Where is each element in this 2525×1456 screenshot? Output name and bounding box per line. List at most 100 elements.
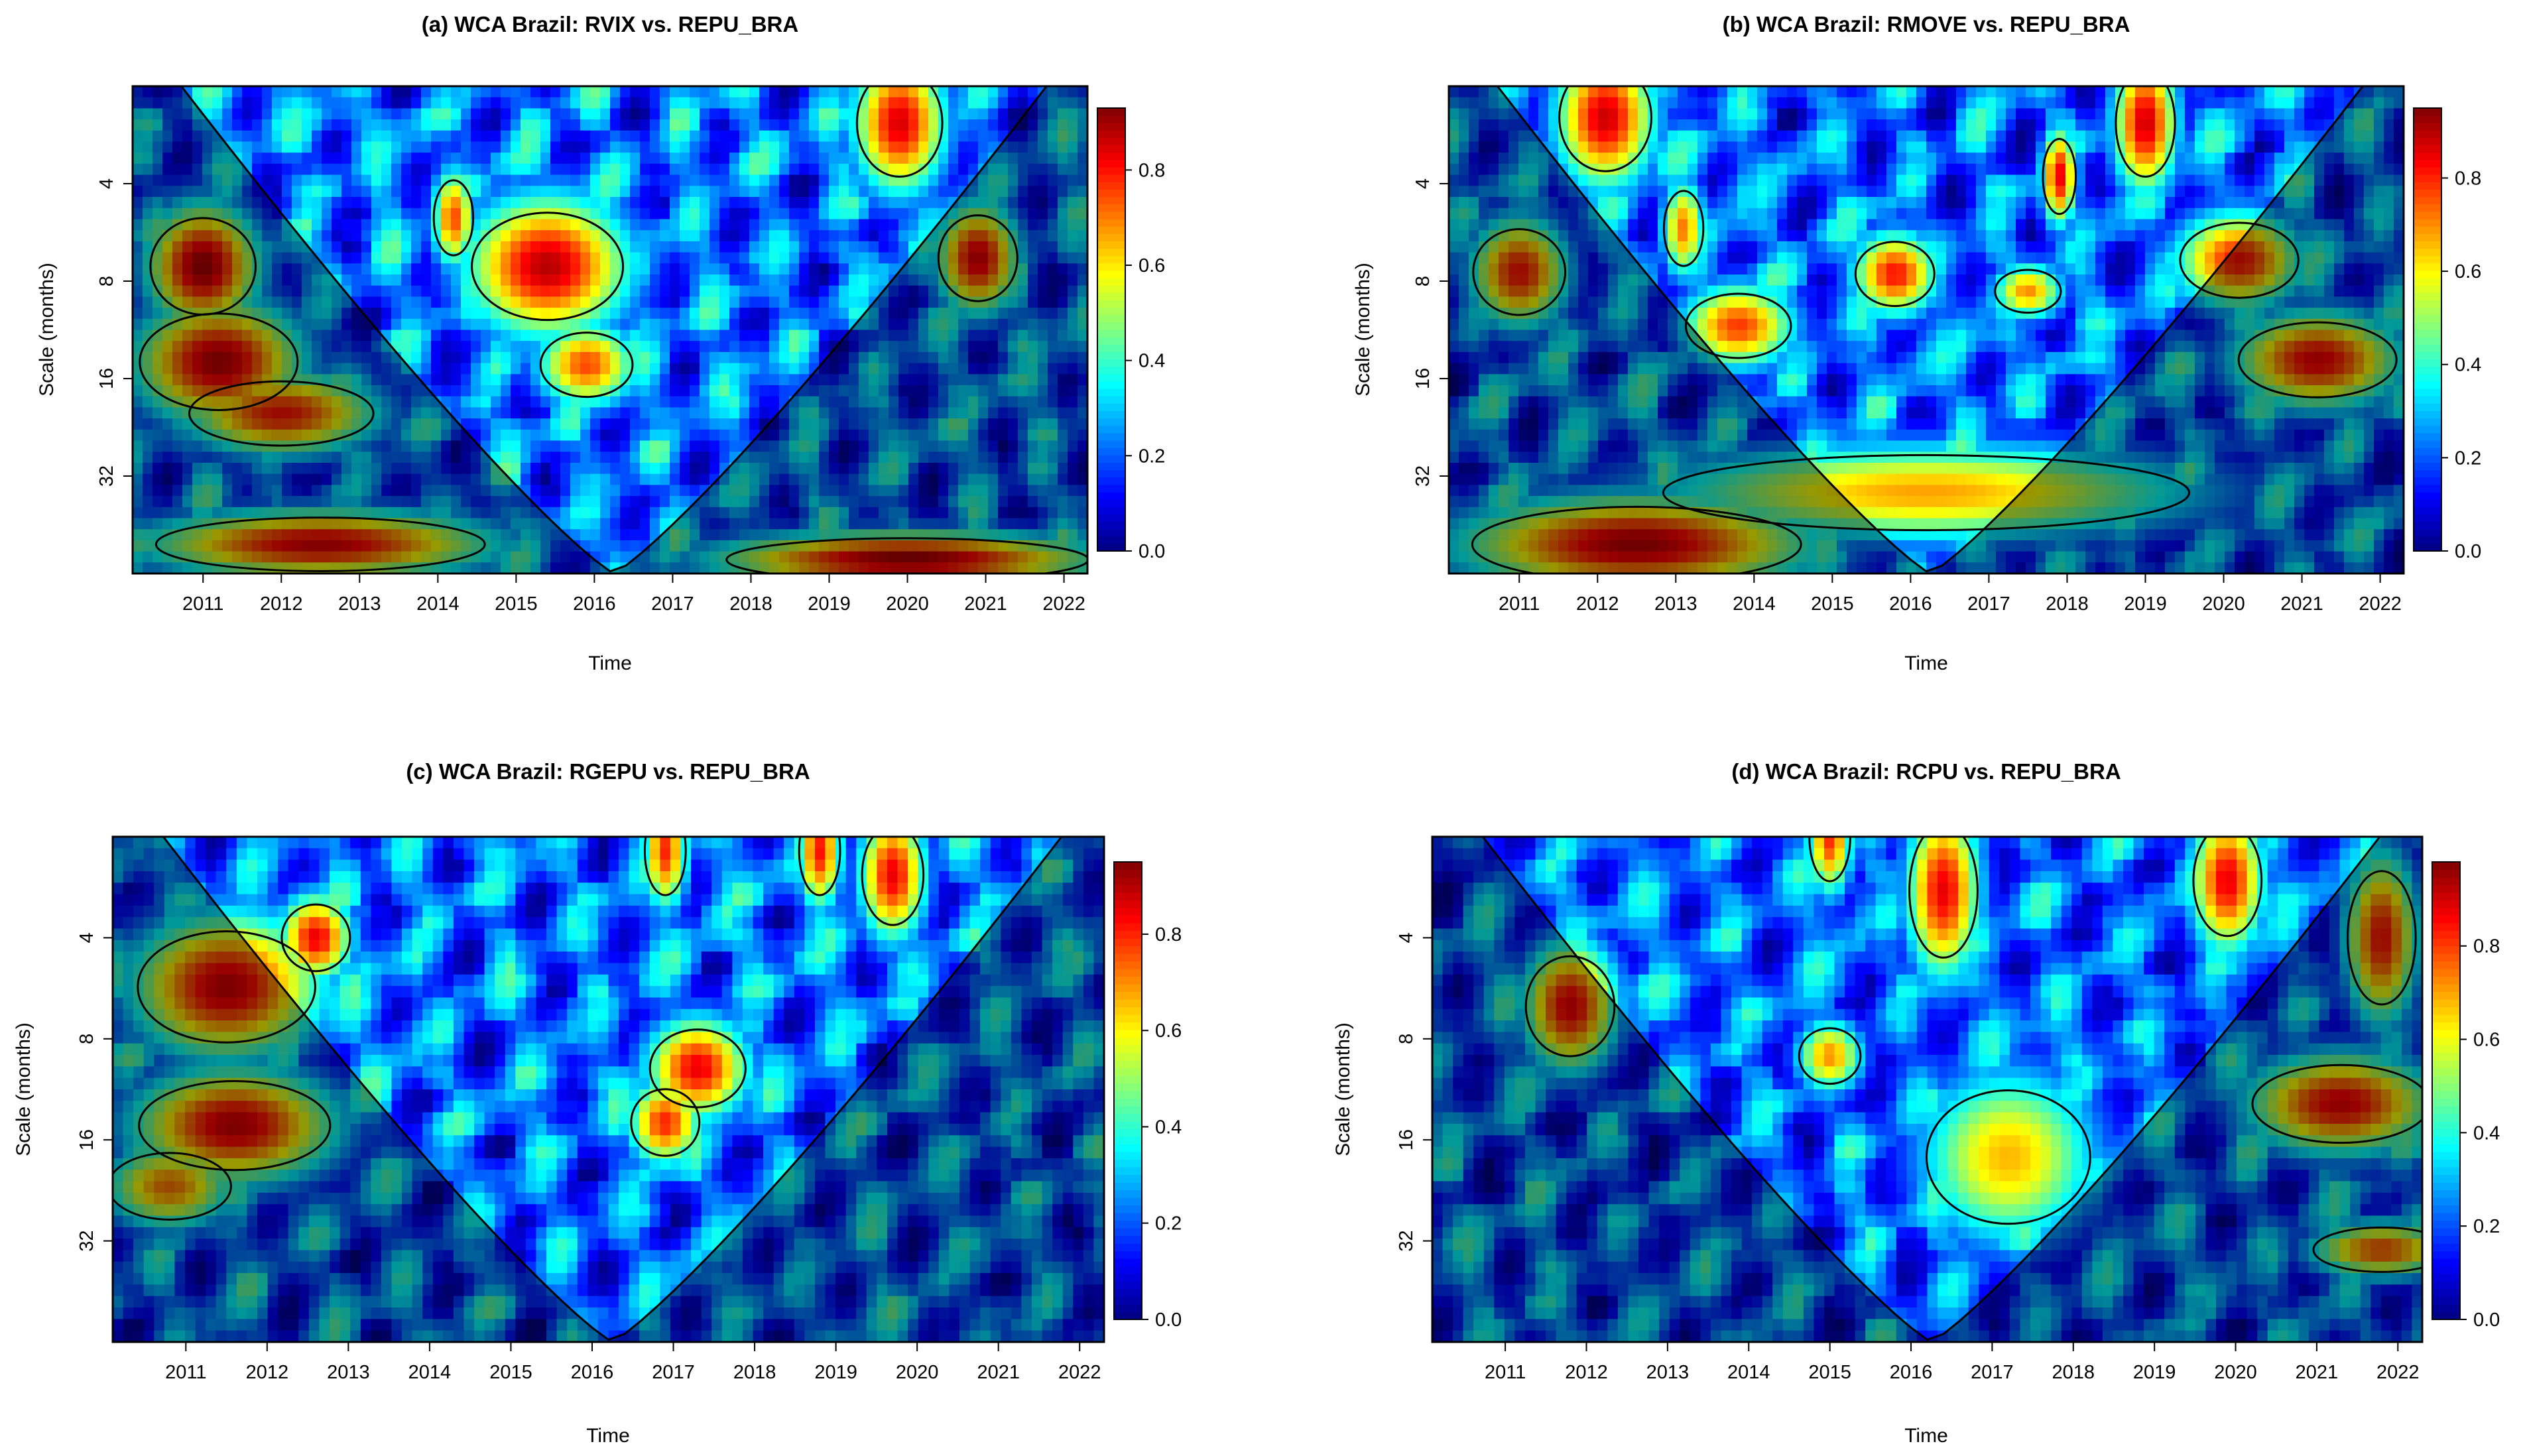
heatmap-cell xyxy=(928,540,939,552)
heatmap-cell xyxy=(192,341,203,353)
heatmap-cell xyxy=(2056,141,2066,153)
heatmap-cell xyxy=(1727,86,1738,98)
heatmap-cell xyxy=(351,551,362,563)
heatmap-cell xyxy=(1717,141,1728,153)
heatmap-cell xyxy=(540,396,551,408)
heatmap-cell xyxy=(590,562,601,574)
heatmap-cell xyxy=(739,308,750,320)
heatmap-cell xyxy=(282,507,292,519)
heatmap-cell xyxy=(1489,86,1499,98)
heatmap-cell xyxy=(1896,119,1907,131)
heatmap-cell xyxy=(879,108,889,120)
heatmap-cell xyxy=(471,152,481,164)
heatmap-cell xyxy=(451,540,462,552)
heatmap-cell xyxy=(2294,86,2305,98)
heatmap-cell xyxy=(481,141,491,153)
heatmap-cell xyxy=(660,119,670,131)
heatmap-cell xyxy=(332,374,342,386)
heatmap-cell xyxy=(361,473,372,485)
heatmap-cell xyxy=(719,496,730,508)
heatmap-cell xyxy=(1058,186,1068,198)
heatmap-cell xyxy=(2026,108,2036,120)
heatmap-cell xyxy=(302,97,312,109)
heatmap-cell xyxy=(451,485,462,497)
heatmap-cell xyxy=(958,473,969,485)
heatmap-cell xyxy=(421,407,432,419)
heatmap-cell xyxy=(630,230,641,242)
heatmap-cell xyxy=(232,119,243,131)
heatmap-cell xyxy=(2016,108,2026,120)
heatmap-cell xyxy=(272,308,282,320)
heatmap-cell xyxy=(749,308,760,320)
heatmap-cell xyxy=(988,86,999,98)
heatmap-cell xyxy=(928,241,939,253)
heatmap-cell xyxy=(918,429,929,442)
heatmap-cell xyxy=(182,529,193,541)
heatmap-cell xyxy=(501,518,511,530)
heatmap-cell xyxy=(1767,97,1778,109)
heatmap-cell xyxy=(530,363,541,375)
colorbar-step xyxy=(1097,322,1125,330)
heatmap-cell xyxy=(501,274,511,286)
heatmap-cell xyxy=(172,274,183,286)
heatmap-cell xyxy=(292,407,302,419)
heatmap-cell xyxy=(988,496,999,508)
heatmap-cell xyxy=(1028,363,1038,375)
heatmap-cell xyxy=(958,197,969,209)
colorbar-step xyxy=(1097,477,1125,485)
heatmap-cell xyxy=(869,86,879,98)
heatmap-cell xyxy=(540,208,551,220)
heatmap-cell xyxy=(511,241,521,253)
heatmap-cell xyxy=(1727,119,1738,131)
heatmap-cell xyxy=(809,274,820,286)
heatmap-cell xyxy=(361,374,372,386)
heatmap-cell xyxy=(988,219,999,231)
heatmap-cell xyxy=(859,341,869,353)
heatmap-cell xyxy=(819,540,830,552)
heatmap-cell xyxy=(491,485,501,497)
heatmap-cell xyxy=(332,351,342,364)
heatmap-cell xyxy=(968,385,979,397)
heatmap-cell xyxy=(1028,252,1038,264)
heatmap-cell xyxy=(501,396,511,408)
heatmap-cell xyxy=(162,485,173,497)
heatmap-cell xyxy=(700,274,710,286)
heatmap-cell xyxy=(2374,97,2384,109)
heatmap-cell xyxy=(799,396,810,408)
heatmap-cell xyxy=(1028,473,1038,485)
heatmap-cell xyxy=(759,407,770,419)
heatmap-cell xyxy=(401,396,412,408)
heatmap-cell xyxy=(650,330,660,341)
heatmap-cell xyxy=(839,318,849,331)
heatmap-cell xyxy=(719,396,730,408)
heatmap-cell xyxy=(471,363,481,375)
heatmap-cell xyxy=(232,496,243,508)
heatmap-cell xyxy=(182,263,193,275)
heatmap-cell xyxy=(292,274,302,286)
heatmap-cell xyxy=(302,308,312,320)
heatmap-cell xyxy=(431,551,442,563)
heatmap-cell xyxy=(530,241,541,253)
heatmap-cell xyxy=(322,396,332,408)
heatmap-cell xyxy=(829,452,839,463)
heatmap-cell xyxy=(1048,163,1058,176)
heatmap-cell xyxy=(2274,86,2285,98)
heatmap-cell xyxy=(749,396,760,408)
heatmap-cell xyxy=(461,274,471,286)
heatmap-cell xyxy=(938,252,949,264)
heatmap-cell xyxy=(232,197,243,209)
heatmap-cell xyxy=(530,452,541,463)
heatmap-cell xyxy=(550,407,561,419)
heatmap-cell xyxy=(988,396,999,408)
heatmap-cell xyxy=(809,507,820,519)
heatmap-cell xyxy=(1976,108,1987,120)
heatmap-cell xyxy=(690,241,700,253)
heatmap-cell xyxy=(252,174,263,186)
heatmap-cell xyxy=(371,141,382,153)
heatmap-cell xyxy=(660,440,670,452)
heatmap-cell xyxy=(1777,86,1788,98)
heatmap-cell xyxy=(650,518,660,530)
heatmap-cell xyxy=(769,396,780,408)
heatmap-cell xyxy=(938,141,949,153)
heatmap-cell xyxy=(1966,141,1977,153)
